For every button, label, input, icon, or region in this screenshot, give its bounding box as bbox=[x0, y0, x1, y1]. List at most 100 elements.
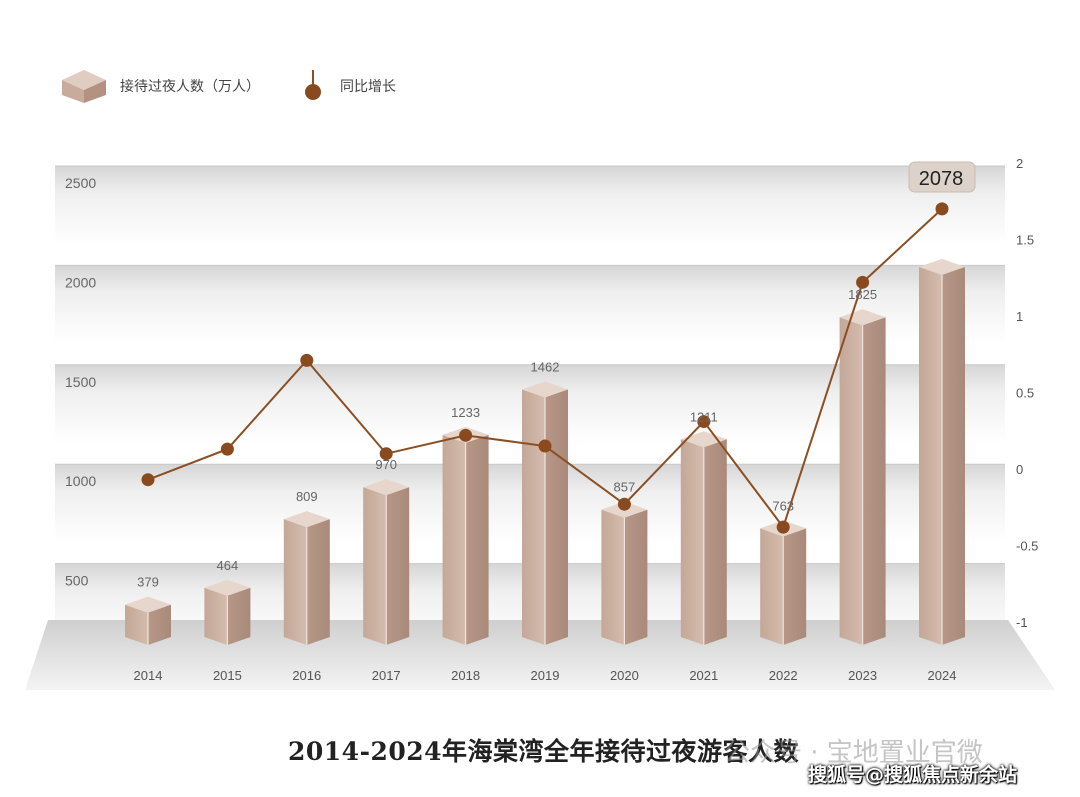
bar-value-label: 464 bbox=[217, 558, 239, 573]
left-tick-label: 2000 bbox=[65, 274, 96, 290]
highlight-box bbox=[908, 161, 976, 193]
bar-face-left bbox=[125, 604, 148, 645]
x-tick-label: 2022 bbox=[769, 668, 798, 683]
bar-value-label: 1211 bbox=[690, 409, 718, 424]
bar-face-left bbox=[522, 389, 545, 645]
right-tick-label: 0.5 bbox=[1016, 386, 1034, 401]
bar-value-label: 1462 bbox=[531, 359, 560, 374]
bar-face-right bbox=[703, 439, 727, 645]
bar-value-label: 1825 bbox=[848, 287, 877, 302]
sohu-watermark: 搜狐号@搜狐焦点新余站 bbox=[808, 764, 1018, 786]
bar-face-top bbox=[839, 309, 886, 326]
bar-face-left bbox=[363, 487, 387, 645]
bar bbox=[919, 258, 965, 645]
bar bbox=[760, 520, 807, 645]
bar-face-top bbox=[919, 258, 965, 275]
legend-bar-swatch bbox=[62, 70, 106, 103]
bar-face-right bbox=[465, 434, 489, 645]
bar bbox=[283, 511, 330, 645]
highlight-callout: 2078 bbox=[908, 161, 976, 193]
x-tick-label: 2023 bbox=[848, 668, 877, 683]
bar-face-right bbox=[148, 604, 171, 645]
bar-face-top bbox=[522, 381, 568, 398]
x-tick-label: 2018 bbox=[451, 668, 480, 683]
growth-point bbox=[459, 428, 473, 442]
growth-point bbox=[300, 353, 314, 367]
right-tick-label: 2 bbox=[1016, 156, 1023, 171]
legend-bar-label: 接待过夜人数（万人） bbox=[120, 78, 260, 95]
bar-face-right bbox=[306, 519, 330, 645]
left-tick-label: 1000 bbox=[65, 473, 96, 489]
bar bbox=[204, 579, 251, 645]
legend-line-marker bbox=[305, 70, 321, 100]
right-tick-label: -0.5 bbox=[1016, 539, 1038, 554]
bar-face-right bbox=[783, 528, 807, 645]
growth-point bbox=[617, 497, 631, 511]
bar-face-left bbox=[839, 317, 863, 645]
growth-point bbox=[141, 473, 155, 487]
bar-face-right bbox=[624, 509, 648, 645]
bar bbox=[125, 596, 171, 645]
right-tick-label: 0 bbox=[1016, 462, 1023, 477]
growth-line bbox=[141, 202, 949, 534]
bar-face-top bbox=[363, 479, 410, 496]
bar bbox=[601, 501, 648, 645]
bar bbox=[680, 431, 727, 645]
left-axis: 500 1000 1500 2000 2500 bbox=[65, 175, 96, 589]
growth-point bbox=[935, 202, 949, 216]
bar-face-left bbox=[680, 439, 704, 645]
bar-value-label: 763 bbox=[772, 498, 794, 513]
left-tick-label: 500 bbox=[65, 573, 89, 589]
bar-face-top bbox=[283, 511, 330, 528]
growth-point bbox=[220, 442, 234, 456]
bar-value-label: 379 bbox=[137, 575, 159, 590]
bar-value-label: 1233 bbox=[451, 405, 480, 420]
right-tick-label: 1.5 bbox=[1016, 233, 1034, 248]
bar-face-right bbox=[386, 487, 410, 645]
x-tick-label: 2019 bbox=[531, 668, 560, 683]
left-tick-label: 1500 bbox=[65, 374, 96, 390]
x-tick-label: 2021 bbox=[689, 668, 718, 683]
bar-face-left bbox=[204, 587, 228, 645]
bar-face-top bbox=[204, 579, 251, 596]
bar-face-left bbox=[760, 528, 784, 645]
value-labels: 379 464 809 970 1233 1462 857 1211 763 1825 bbox=[137, 287, 877, 589]
x-tick-label: 2016 bbox=[292, 668, 321, 683]
bar-face-left bbox=[283, 519, 307, 645]
highlight-value: 2078 bbox=[919, 168, 964, 190]
x-tick-label: 2024 bbox=[928, 668, 957, 683]
growth-point bbox=[697, 415, 711, 429]
wechat-watermark: 公众号 · 宝地置业官微 bbox=[724, 738, 983, 768]
right-tick-label: -1 bbox=[1016, 615, 1028, 630]
x-tick-label: 2015 bbox=[213, 668, 242, 683]
bar-face-left bbox=[601, 509, 625, 645]
x-tick-label: 2017 bbox=[372, 668, 401, 683]
right-tick-label: 1 bbox=[1016, 309, 1023, 324]
bar-face-right bbox=[227, 587, 251, 645]
bar-value-label: 809 bbox=[296, 489, 318, 504]
x-tick-label: 2014 bbox=[134, 668, 163, 683]
growth-point bbox=[776, 520, 790, 534]
bar-face-right bbox=[862, 317, 886, 645]
grid-band bbox=[55, 166, 1005, 244]
bar-value-label: 970 bbox=[375, 457, 397, 472]
right-axis: -1 -0.5 0 0.5 1 1.5 2 bbox=[1016, 156, 1038, 630]
bars bbox=[125, 258, 965, 645]
bar bbox=[363, 479, 410, 645]
bar-face-right bbox=[942, 266, 965, 645]
legend-line-label: 同比增长 bbox=[340, 79, 396, 95]
bar bbox=[839, 309, 886, 645]
bar bbox=[522, 381, 568, 645]
growth-point bbox=[538, 439, 552, 453]
bar-face-right bbox=[545, 389, 568, 645]
bar-face-left bbox=[442, 434, 466, 645]
category-labels: 2014 2015 2016 2017 2018 2019 2020 2021 2022 2023… bbox=[134, 668, 957, 683]
growth-point bbox=[379, 447, 393, 461]
bar bbox=[442, 426, 489, 645]
bar-face-left bbox=[919, 266, 942, 645]
x-tick-label: 2020 bbox=[610, 668, 639, 683]
chart-caption: 2014-2024年海棠湾全年接待过夜游客人数 bbox=[288, 737, 800, 766]
bar-face-top bbox=[125, 596, 171, 613]
bar-value-label: 857 bbox=[614, 480, 636, 495]
